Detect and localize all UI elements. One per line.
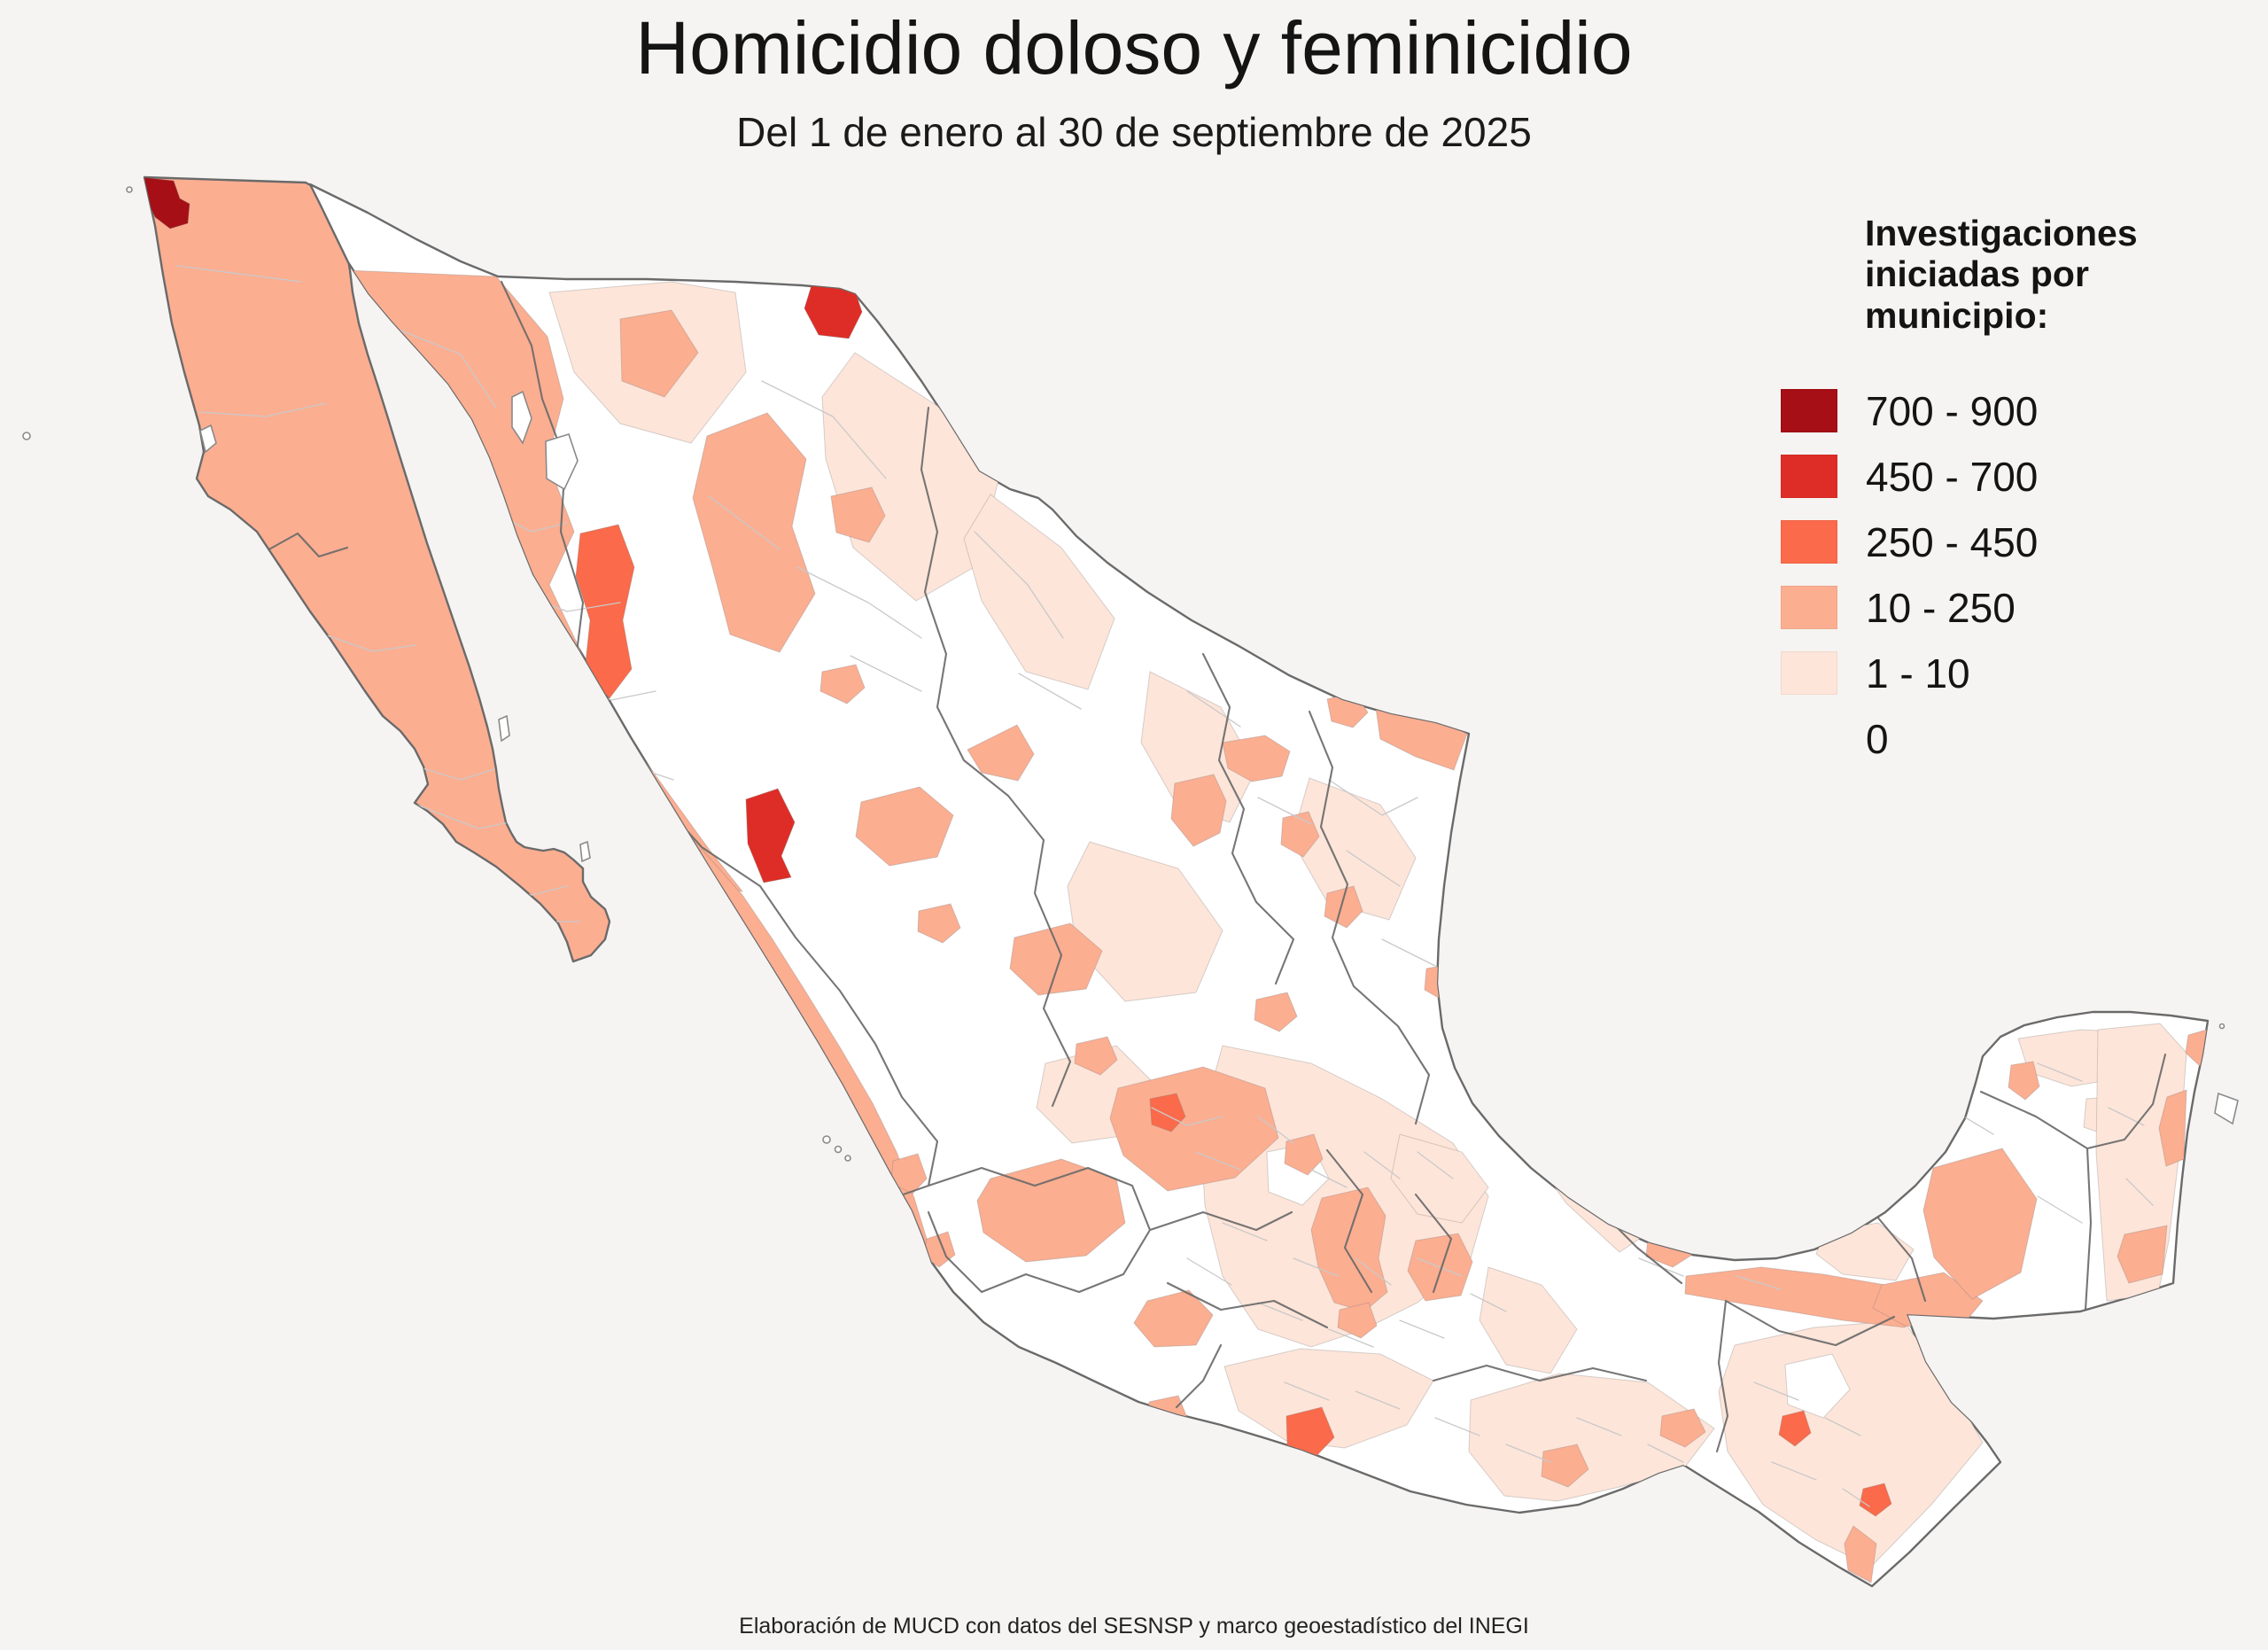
choropleth-patches-shape xyxy=(1659,1408,1706,1448)
choropleth-patches-shape xyxy=(1009,922,1103,996)
legend-row: 250 - 450 xyxy=(1781,510,2206,575)
choropleth-patches-shape xyxy=(1074,1036,1118,1076)
choropleth-patches-shape xyxy=(1310,1187,1388,1312)
choropleth-patches-shape xyxy=(976,1158,1126,1263)
state-boundaries-shape xyxy=(500,280,2167,1453)
choropleth-patches-shape xyxy=(1324,885,1363,929)
legend-swatch xyxy=(1781,389,1837,433)
islands-shape xyxy=(822,1135,831,1144)
legend-row: 0 xyxy=(1781,706,2206,772)
choropleth-patches-shape xyxy=(1337,1302,1378,1339)
islands-shape xyxy=(545,433,579,491)
legend-row: 10 - 250 xyxy=(1781,575,2206,641)
choropleth-patches-shape xyxy=(575,524,635,699)
land-baja-peninsula xyxy=(143,175,611,963)
choropleth-patches-shape xyxy=(1718,1319,1984,1568)
legend-swatch xyxy=(1781,651,1837,696)
choropleth-patches-shape xyxy=(1684,1266,1930,1328)
choropleth-patches-shape xyxy=(1479,1266,1578,1374)
legend-rows: 700 - 900 450 - 700 250 - 450 10 - 250 1 - 1… xyxy=(1781,378,2206,772)
choropleth-patches-shape xyxy=(1170,774,1227,847)
choropleth-patches-shape xyxy=(963,494,1115,690)
choropleth-patches-shape xyxy=(1496,1040,1530,1075)
choropleth-patches-shape xyxy=(1222,735,1291,782)
choropleth-patches-shape xyxy=(1285,1406,1335,1459)
islands-shape xyxy=(498,714,510,743)
islands-shape xyxy=(22,432,31,440)
choropleth-patches-shape xyxy=(1284,1133,1324,1176)
legend-row: 700 - 900 xyxy=(1781,378,2206,444)
legend-swatch xyxy=(1781,455,1837,499)
choropleth-patches-shape xyxy=(1067,841,1223,1002)
choropleth-patches-shape xyxy=(855,786,954,867)
islands-shape xyxy=(126,186,133,193)
legend-class-label: 10 - 250 xyxy=(1866,584,2016,631)
choropleth-patches-shape xyxy=(1109,1066,1279,1192)
choropleth-patches-shape xyxy=(1223,1348,1434,1449)
legend-title: Investigaciones iniciadas por municipio: xyxy=(1865,213,2138,336)
legend-class-label: 700 - 900 xyxy=(1866,387,2039,434)
choropleth-patches-shape xyxy=(1254,992,1298,1032)
choropleth-patches-shape xyxy=(1140,671,1257,823)
legend-row: 1 - 10 xyxy=(1781,641,2206,706)
choropleth-patches-shape xyxy=(830,486,886,543)
choropleth-patches-shape xyxy=(1548,1131,1590,1170)
islands-shape xyxy=(579,840,591,863)
islands-shape xyxy=(511,390,532,445)
page-title: Homicidio doloso y feminicidio xyxy=(635,6,1633,90)
choropleth-patches-shape xyxy=(967,724,1035,782)
islands-shape xyxy=(2214,1092,2239,1125)
choropleth-patches-shape xyxy=(692,412,816,653)
legend-class-label: 0 xyxy=(1866,715,1889,762)
legend-class-label: 1 - 10 xyxy=(1866,650,1970,697)
islands xyxy=(22,186,2239,1162)
islands-shape xyxy=(834,1145,843,1154)
choropleth-patches-shape xyxy=(1390,1133,1489,1224)
legend-swatch xyxy=(1781,586,1837,630)
islands-shape xyxy=(844,1155,851,1162)
legend-swatch xyxy=(1781,717,1837,760)
legend: Investigaciones iniciadas por municipio:… xyxy=(1781,213,2206,772)
choropleth-patches-shape xyxy=(2117,1225,2168,1284)
choropleth-patches-shape xyxy=(1922,1148,2038,1300)
choropleth-patches-shape xyxy=(1541,1444,1589,1488)
choropleth-patches-shape xyxy=(619,309,699,398)
islands-shape xyxy=(199,424,217,454)
attribution-footer: Elaboración de MUCD con datos del SESNSP… xyxy=(739,1614,1529,1638)
municipal-boundaries-shape xyxy=(176,265,581,922)
municipal-boundaries-shape xyxy=(1151,690,1507,1348)
choropleth-patches-shape xyxy=(1149,1093,1186,1132)
legend-class-label: 250 - 450 xyxy=(1866,518,2039,565)
legend-class-label: 450 - 700 xyxy=(1866,453,2039,500)
choropleth-patches-shape xyxy=(917,903,961,944)
legend-swatch xyxy=(1781,520,1837,564)
choropleth-patches-shape xyxy=(745,788,796,883)
choropleth-patches-shape xyxy=(1778,1410,1812,1447)
choropleth-patches-shape xyxy=(1859,1483,1892,1517)
choropleth-patches-shape xyxy=(819,664,866,704)
choropleth-patches-shape xyxy=(2185,1028,2208,1067)
page-subtitle: Del 1 de enero al 30 de septiembre de 20… xyxy=(736,109,1532,155)
legend-row: 450 - 700 xyxy=(1781,444,2206,510)
choropleth-patches-shape xyxy=(1844,1525,1877,1584)
choropleth-patches-shape xyxy=(2158,1089,2187,1167)
choropleth-patches-shape xyxy=(1133,1289,1214,1348)
choropleth-patches-shape xyxy=(1784,1353,1851,1419)
choropleth-patches-shape xyxy=(2008,1061,2040,1101)
islands-shape xyxy=(2218,1023,2225,1030)
